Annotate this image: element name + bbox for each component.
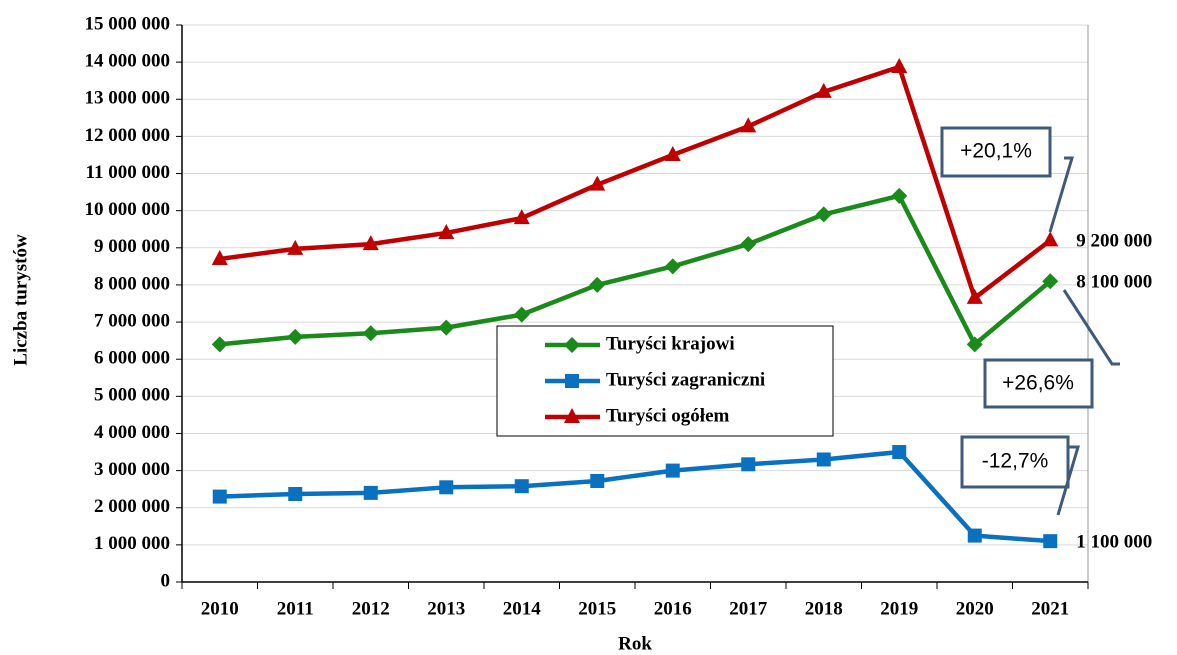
marker xyxy=(741,457,756,472)
y-tick-label: 10 000 000 xyxy=(85,199,171,220)
marker xyxy=(438,319,455,336)
marker xyxy=(891,187,908,204)
x-tick-label: 2021 xyxy=(1031,598,1069,619)
marker xyxy=(513,209,530,225)
y-tick-label: 15 000 000 xyxy=(85,13,171,34)
x-tick-label: 2016 xyxy=(654,598,692,619)
legend-label: Turyści krajowi xyxy=(606,333,735,354)
annotation: -12,7% xyxy=(982,450,1049,473)
y-tick-label: 4 000 000 xyxy=(94,422,170,443)
x-tick-label: 2018 xyxy=(805,598,843,619)
x-tick-label: 2015 xyxy=(578,598,616,619)
marker xyxy=(362,325,379,342)
x-tick-label: 2014 xyxy=(503,598,542,619)
marker xyxy=(664,145,681,161)
marker xyxy=(1042,231,1059,247)
data-label: 8 100 000 xyxy=(1076,272,1152,293)
x-tick-label: 2020 xyxy=(956,598,994,619)
marker xyxy=(665,463,680,478)
x-tick-label: 2010 xyxy=(201,598,239,619)
marker xyxy=(211,249,228,265)
series-line xyxy=(219,193,1052,347)
marker xyxy=(565,374,579,388)
data-label: 9 200 000 xyxy=(1076,231,1152,252)
x-axis-label: Rok xyxy=(618,633,652,654)
marker xyxy=(589,175,606,191)
y-tick-label: 7 000 000 xyxy=(94,310,170,331)
marker xyxy=(740,236,757,253)
y-tick-label: 12 000 000 xyxy=(85,125,171,146)
marker xyxy=(287,239,304,255)
marker xyxy=(439,480,454,495)
marker xyxy=(564,408,580,423)
marker xyxy=(1043,534,1058,549)
marker xyxy=(513,306,530,323)
x-tick-label: 2019 xyxy=(880,598,918,619)
y-tick-label: 14 000 000 xyxy=(85,50,171,71)
x-tick-label: 2012 xyxy=(352,598,390,619)
y-axis-label: Liczba turystów xyxy=(10,234,31,366)
marker xyxy=(438,223,455,239)
marker xyxy=(1042,273,1059,290)
legend-label: Turyści zagraniczni xyxy=(606,369,765,390)
callout-box xyxy=(983,358,1094,409)
x-tick-label: 2011 xyxy=(277,598,314,619)
marker xyxy=(564,337,580,353)
series-line xyxy=(219,64,1052,301)
annotation: +26,6% xyxy=(1002,372,1074,395)
callout-box xyxy=(960,435,1070,489)
callout-box xyxy=(940,126,1052,178)
y-tick-label: 5 000 000 xyxy=(94,385,170,406)
marker xyxy=(815,206,832,223)
y-tick-label: 2 000 000 xyxy=(94,496,170,517)
x-tick-label: 2013 xyxy=(427,598,465,619)
legend: Turyści krajowi Turyści zagraniczni Turyśc… xyxy=(496,325,834,437)
y-tick-label: 13 000 000 xyxy=(85,88,171,109)
marker xyxy=(740,117,757,133)
callout-line xyxy=(1048,156,1075,233)
marker xyxy=(966,288,983,304)
marker xyxy=(288,486,303,501)
marker xyxy=(212,489,227,504)
series-line xyxy=(219,449,1051,544)
y-tick-label: 3 000 000 xyxy=(94,459,170,480)
marker xyxy=(287,328,304,345)
marker xyxy=(362,235,379,251)
y-tick-label: 0 xyxy=(161,570,171,591)
y-tick-label: 9 000 000 xyxy=(94,236,170,257)
marker xyxy=(211,336,228,353)
marker xyxy=(815,82,832,98)
y-tick-label: 11 000 000 xyxy=(86,162,170,183)
callouts xyxy=(940,126,1120,516)
marker xyxy=(664,258,681,275)
marker xyxy=(590,473,605,488)
annotation: +20,1% xyxy=(960,140,1032,163)
legend-label: Turyści ogółem xyxy=(606,405,729,426)
callout-line xyxy=(1056,445,1081,516)
marker xyxy=(891,57,908,73)
marker xyxy=(514,479,529,494)
marker xyxy=(892,445,907,460)
marker xyxy=(816,452,831,467)
y-tick-label: 8 000 000 xyxy=(94,273,170,294)
callout-line xyxy=(1062,289,1120,366)
marker xyxy=(967,528,982,543)
y-tick-label: 1 000 000 xyxy=(94,533,170,554)
marker xyxy=(966,336,983,353)
data-label: 1 100 000 xyxy=(1076,532,1152,553)
x-tick-label: 2017 xyxy=(729,598,768,619)
marker xyxy=(363,485,378,500)
y-tick-label: 6 000 000 xyxy=(94,348,170,369)
marker xyxy=(589,276,606,293)
